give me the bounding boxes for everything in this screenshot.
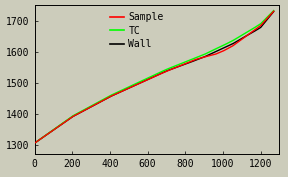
Legend: Sample, TC, Wall: Sample, TC, Wall [108,10,166,51]
